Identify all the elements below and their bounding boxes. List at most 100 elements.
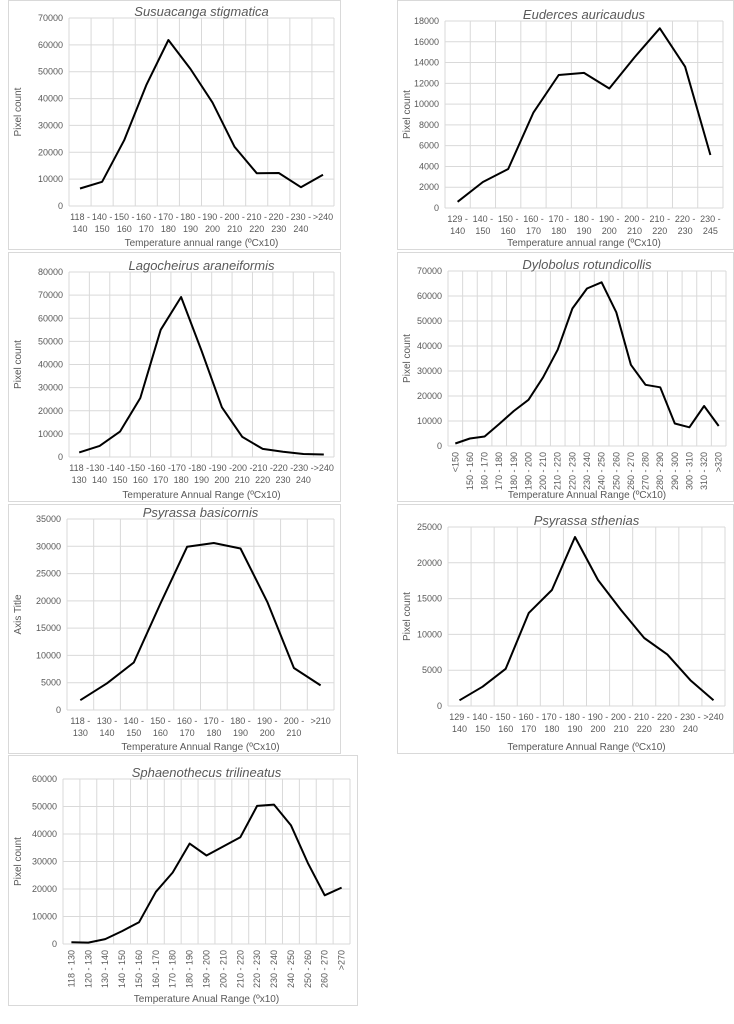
x-tick-label: 160 -170	[150, 463, 171, 485]
y-tick-label: 15000	[417, 594, 442, 604]
x-tick-label: 250 - 260	[303, 950, 313, 988]
chart-title: Psyrassa sthenias	[534, 513, 640, 528]
x-tick-label: 140 - 150	[117, 950, 127, 988]
data-series-line	[79, 542, 322, 702]
y-tick-label: 20000	[38, 147, 63, 157]
x-tick-label: 150 -160	[130, 463, 151, 485]
y-tick-label: 30000	[417, 366, 442, 376]
y-axis-label: Axis Title	[13, 594, 24, 634]
x-tick-label: 120 - 130	[83, 950, 93, 988]
x-tick-label: 240 - 250	[597, 452, 607, 490]
x-tick-label: 160 - 170	[151, 950, 161, 988]
x-tick-label: 140 -150	[473, 214, 494, 236]
y-tick-label: 4000	[419, 161, 439, 171]
x-tick-label: >240	[703, 712, 723, 722]
chart-panel: 0 10000 20000 30000 40000 50000 60000 70000 118 …	[8, 0, 341, 250]
x-tick-label: 220 -230	[269, 212, 290, 234]
x-tick-label: 118 -130	[69, 463, 89, 485]
y-axis-label: Pixel count	[402, 592, 413, 641]
y-tick-label: 2000	[419, 182, 439, 192]
chart-title: Lagocheirus araneiformis	[129, 258, 275, 273]
x-tick-label: 170 -180	[548, 214, 569, 236]
x-tick-label: 140 -150	[110, 463, 131, 485]
y-axis-label: Pixel count	[402, 90, 413, 139]
chart-panel: 0 10000 20000 30000 40000 50000 60000 118 - 130…	[8, 755, 358, 1006]
chart-panel: 0 5000 10000 15000 20000 25000 129 -140 140 -15…	[397, 504, 734, 754]
y-tick-label: 5000	[422, 665, 442, 675]
line-chart: 0 10000 20000 30000 40000 50000 60000 70000 <150…	[402, 257, 727, 501]
x-tick-label: 170 -180	[542, 712, 563, 734]
x-tick-label: >270	[337, 950, 347, 970]
x-tick-label: 150 - 160	[465, 452, 475, 490]
chart-panel: 0 5000 10000 15000 20000 25000 30000 35000 118 -…	[8, 504, 341, 754]
x-tick-label: 180 -190	[230, 716, 251, 738]
x-tick-label: 160 -170	[177, 716, 198, 738]
x-tick-label: 190 -200	[212, 463, 233, 485]
y-tick-label: 10000	[38, 429, 63, 439]
x-axis-label: Temperature annual range (ºCx10)	[507, 238, 661, 249]
y-tick-label: 80000	[38, 267, 63, 277]
x-tick-label: 230 -240	[293, 463, 314, 485]
y-tick-label: 6000	[419, 141, 439, 151]
x-tick-label: 118 -140	[70, 212, 90, 234]
x-tick-label: 200 -210	[624, 214, 645, 236]
x-tick-label: <150	[450, 452, 460, 472]
y-tick-label: 0	[434, 203, 439, 213]
x-tick-label: 160 -170	[523, 214, 544, 236]
x-tick-label: 210 - 220	[235, 950, 245, 988]
x-tick-label: >210	[311, 716, 331, 726]
x-tick-label: 129 -140	[449, 712, 470, 734]
x-tick-label: 200 -210	[232, 463, 253, 485]
x-tick-label: 150 -160	[150, 716, 171, 738]
x-tick-label: 180 - 190	[185, 950, 195, 988]
y-axis-label: Pixel count	[402, 334, 413, 383]
x-tick-label: 310 - 320	[699, 452, 709, 490]
x-tick-label: >320	[714, 452, 724, 472]
x-tick-label: 200 -210	[284, 716, 305, 738]
x-tick-label: 230 - 240	[269, 950, 279, 988]
chart-panel: 0 10000 20000 30000 40000 50000 60000 70000 <150…	[397, 252, 734, 502]
y-tick-label: 20000	[417, 391, 442, 401]
data-series-line	[78, 296, 324, 456]
x-tick-label: 260 - 270	[320, 950, 330, 988]
x-tick-label: 118 - 130	[66, 950, 76, 987]
x-tick-label: 118 -130	[70, 716, 90, 738]
data-series-line	[71, 803, 343, 944]
y-tick-label: 18000	[414, 16, 439, 26]
y-tick-label: 20000	[417, 558, 442, 568]
data-series-line	[458, 536, 715, 702]
chart-panel: 0 2000 4000 6000 8000 10000 12000 14000 16000 180…	[397, 0, 734, 250]
x-tick-label: 220 -230	[273, 463, 294, 485]
x-tick-label: 170 - 180	[168, 950, 178, 988]
y-tick-label: 20000	[36, 596, 61, 606]
y-tick-label: 60000	[38, 313, 63, 323]
x-tick-label: 170 -180	[204, 716, 225, 738]
x-axis-label: Temperature Anual Range (ºx10)	[134, 994, 279, 1005]
y-axis-label: Pixel count	[13, 837, 24, 886]
x-tick-label: 220 - 230	[567, 452, 577, 490]
x-tick-label: 190 -200	[588, 712, 609, 734]
x-tick-label: 130 -140	[97, 716, 118, 738]
x-axis-label: Temperature Annual Range (ºCx10)	[121, 742, 279, 753]
y-tick-label: 30000	[38, 120, 63, 130]
x-tick-label: 190 -200	[599, 214, 620, 236]
x-tick-label: 129 -140	[447, 214, 468, 236]
y-tick-label: 10000	[417, 629, 442, 639]
x-tick-label: 130 - 140	[100, 950, 110, 988]
x-tick-label: 230 -245	[700, 214, 721, 236]
x-tick-label: 190 - 200	[523, 452, 533, 490]
x-tick-label: 150 - 160	[134, 950, 144, 988]
x-tick-label: 200 - 210	[218, 950, 228, 988]
x-tick-label: 240 - 250	[286, 950, 296, 988]
x-tick-label: 220 -230	[675, 214, 696, 236]
x-tick-label: 140 -150	[92, 212, 113, 234]
y-tick-label: 30000	[32, 857, 57, 867]
y-tick-label: 20000	[32, 884, 57, 894]
y-tick-label: 10000	[417, 416, 442, 426]
data-series-line	[79, 39, 324, 190]
y-tick-label: 25000	[417, 522, 442, 532]
y-tick-label: 12000	[414, 78, 439, 88]
y-tick-label: 50000	[38, 336, 63, 346]
x-tick-label: 160 - 170	[480, 452, 490, 490]
